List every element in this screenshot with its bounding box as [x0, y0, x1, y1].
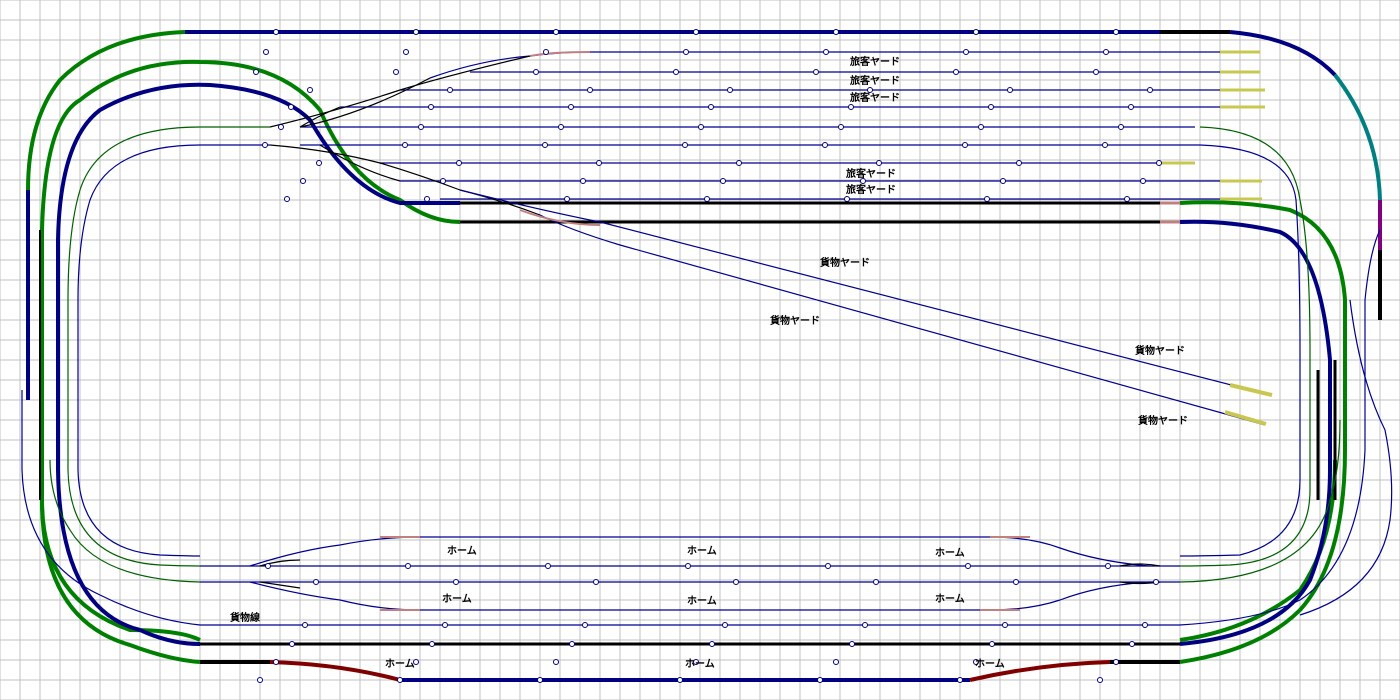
passenger-yard-label-2: 旅客ヤード — [850, 74, 900, 87]
freight-yard-label-3: 貨物ヤード — [1135, 344, 1185, 357]
passenger-yard-label-3: 旅客ヤード — [850, 91, 900, 104]
freight-yard-label-1: 貨物ヤード — [820, 256, 870, 269]
platform-label-upper-3: ホーム — [935, 547, 965, 559]
passenger-yard-label-4: 旅客ヤード — [846, 167, 896, 180]
passenger-yard — [269, 50, 1265, 216]
passenger-yard-label-5: 旅客ヤード — [846, 183, 896, 196]
platform-label-upper-2: ホーム — [687, 545, 717, 557]
platform-label-upper-1: ホーム — [447, 545, 477, 557]
platform-label-mid-3: ホーム — [935, 593, 965, 605]
track-markers — [253, 29, 1162, 683]
freight-yard — [459, 189, 1273, 426]
platform-label-mid-2: ホーム — [687, 595, 717, 607]
platform-label-bottom-2: ホーム — [685, 658, 715, 670]
passenger-yard-label-1: 旅客ヤード — [850, 55, 900, 68]
thin-inner-loops — [21, 126, 1393, 626]
blue-inner-loop-track — [39, 82, 1337, 646]
freight-yard-label-4: 貨物ヤード — [1138, 414, 1188, 427]
platform-label-mid-1: ホーム — [442, 593, 472, 605]
outer-loop-track — [26, 30, 1382, 400]
freight-yard-label-2: 貨物ヤード — [770, 314, 820, 327]
labels: 旅客ヤード 旅客ヤード 旅客ヤード 旅客ヤード 旅客ヤード 貨物ヤード 貨物ヤー… — [230, 55, 1188, 670]
green-loop-track — [40, 59, 1347, 682]
platform-label-bottom-1: ホーム — [385, 658, 415, 670]
platform-label-bottom-3: ホーム — [975, 658, 1005, 670]
freight-line-label: 貨物線 — [230, 611, 260, 624]
